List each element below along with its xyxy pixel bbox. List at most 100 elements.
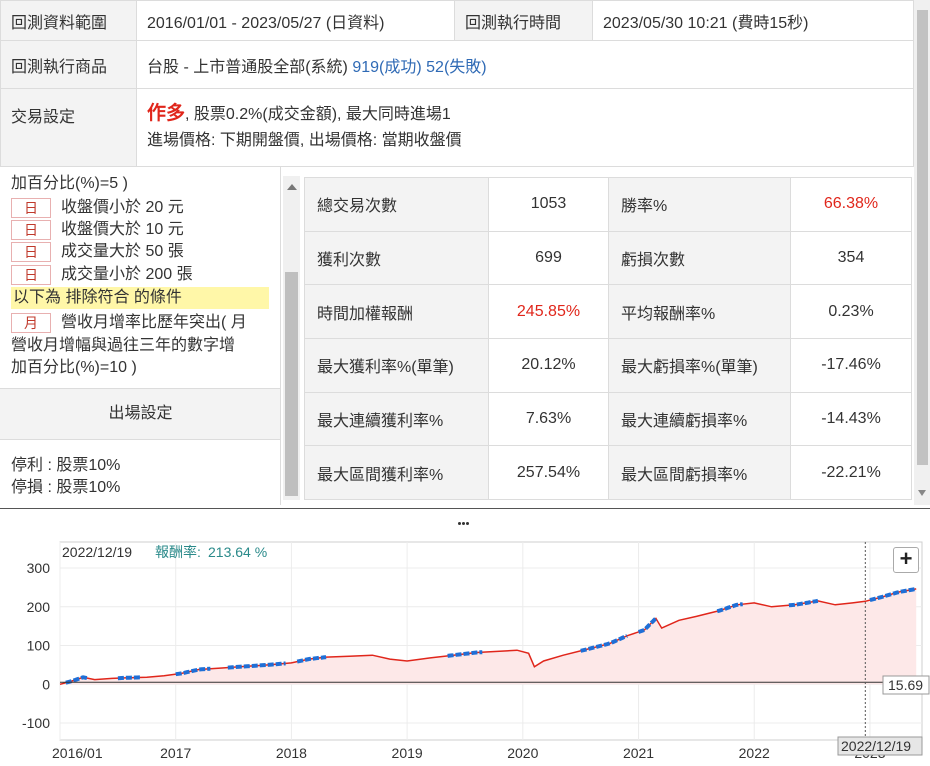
condition-text: 收盤價小於 20 元: [61, 199, 184, 216]
stats-row: 最大區間獲利率% 257.54% 最大區間虧損率% -22.21%: [304, 445, 912, 500]
stat-value: 699: [488, 230, 609, 286]
stat-label: 勝率%: [608, 177, 791, 232]
trade-line2: 進場價格: 下期開盤價, 出場價格: 當期收盤價: [147, 132, 462, 149]
splitter-grip-icon[interactable]: [458, 512, 472, 525]
stat-label: 最大區間獲利率%: [304, 445, 489, 500]
stat-value: 0.23%: [790, 284, 912, 339]
target-value: 台股 - 上市普通股全部(系統): [147, 58, 348, 76]
x-tick-label: 2019: [392, 745, 423, 761]
condition-text: 收盤價大於 10 元: [61, 221, 184, 238]
x-tick-label: 2021: [623, 745, 654, 761]
condition-text: 成交量小於 200 張: [61, 266, 193, 283]
cursor-date-badge: 2022/12/19: [837, 736, 923, 756]
scroll-down-icon[interactable]: [918, 490, 926, 496]
y-tick-label: 0: [42, 676, 50, 692]
condition-item: 日成交量大於 50 張: [11, 241, 184, 263]
range-value: 2016/01/01 - 2023/05/27 (日資料): [136, 0, 455, 41]
highlight-segment: [65, 675, 90, 685]
condition-text: 成交量大於 50 張: [61, 243, 184, 260]
stat-value: -22.21%: [790, 445, 912, 500]
stats-row: 最大獲利率%(單筆) 20.12% 最大虧損率%(單筆) -17.46%: [304, 337, 912, 393]
y-tick-label: -100: [22, 715, 50, 731]
x-tick-label: 2018: [276, 745, 307, 761]
return-area: [60, 588, 917, 685]
conditions-panel: 加百分比(%)=5 ) 日收盤價小於 20 元 日收盤價大於 10 元 日成交量…: [0, 166, 281, 505]
highlight-segment: [447, 650, 483, 658]
trade-line1: , 股票0.2%(成交金額), 最大同時進場1: [185, 106, 451, 123]
y-tick-label: 300: [27, 560, 51, 576]
stat-label: 最大獲利率%(單筆): [304, 337, 489, 393]
stat-label: 最大連續虧損率%: [608, 391, 791, 447]
stat-value: 354: [790, 230, 912, 286]
period-tag: 月: [11, 312, 51, 333]
y-tick-label: 100: [27, 638, 51, 654]
stat-value: 7.63%: [488, 391, 609, 447]
stat-label: 最大連續獲利率%: [304, 391, 489, 447]
highlight-segment: [175, 666, 211, 677]
conditions-scrollbar[interactable]: [283, 176, 300, 500]
stat-value: 245.85%: [488, 284, 609, 339]
exclude-condition-line2: 營收月增幅與過往三年的數字增: [11, 337, 236, 354]
y-axis: 300 200 100 0 -100: [22, 560, 50, 731]
trade-settings-cell: 作多, 股票0.2%(成交金額), 最大同時進場1 進場價格: 下期開盤價, 出…: [136, 88, 914, 167]
stat-value: 66.38%: [790, 177, 912, 232]
stats-row: 總交易次數 1053 勝率% 66.38%: [304, 177, 912, 232]
condition-continuation: 加百分比(%)=5 ): [11, 175, 128, 192]
x-axis: 2016/012017201820192020202120222023: [52, 745, 886, 761]
x-tick-label: 2017: [160, 745, 191, 761]
stats-row: 獲利次數 699 虧損次數 354: [304, 230, 912, 286]
panel-splitter[interactable]: [0, 508, 930, 525]
stop-loss: 停損 : 股票10%: [11, 479, 121, 496]
tooltip: 2022/12/19 報酬率: 213.64 %: [62, 544, 267, 560]
stats-table: 總交易次數 1053 勝率% 66.38% 獲利次數 699 虧損次數 354 時間加權報酬 24…: [304, 177, 912, 500]
stat-label: 總交易次數: [304, 177, 489, 232]
stat-value: -17.46%: [790, 337, 912, 393]
exclude-header: 以下為 排除符合 的條件: [11, 287, 269, 309]
highlight-segment: [788, 598, 819, 608]
x-tick-label: 2016/01: [52, 745, 103, 761]
exclude-condition-line3: 加百分比(%)=10 ): [11, 359, 137, 376]
period-tag: 日: [11, 197, 51, 218]
highlight-segment: [869, 586, 917, 603]
stat-value: 20.12%: [488, 337, 609, 393]
stat-label: 時間加權報酬: [304, 284, 489, 339]
page-scrollbar[interactable]: [914, 0, 930, 505]
period-tag: 日: [11, 264, 51, 285]
stat-label: 最大區間虧損率%: [608, 445, 791, 500]
y-tick-label: 200: [27, 599, 51, 615]
trade-mode: 作多: [147, 103, 186, 124]
stats-row: 時間加權報酬 245.85% 平均報酬率% 0.23%: [304, 284, 912, 339]
exit-settings-header: 出場設定: [0, 388, 280, 440]
highlight-segment: [716, 602, 743, 614]
stop-profit: 停利 : 股票10%: [11, 457, 121, 474]
baseline-value: 15.69: [888, 677, 923, 693]
stat-value: 257.54%: [488, 445, 609, 500]
target-label: 回測執行商品: [0, 40, 137, 89]
zoom-in-button[interactable]: +: [893, 547, 919, 573]
highlight-segments: [65, 586, 917, 685]
return-chart: 300 200 100 0 -100 2016/01 2017 2018 2019 2020 20…: [22, 541, 930, 761]
condition-text: 營收月增率比歷年突出( 月: [61, 314, 247, 331]
highlight-segment: [580, 633, 628, 653]
page-scrollbar-thumb[interactable]: [917, 10, 928, 465]
trade-label: 交易設定: [0, 88, 137, 167]
highlight-segment: [296, 655, 327, 664]
condition-item: 日成交量小於 200 張: [11, 264, 193, 286]
highlight-segment: [117, 675, 141, 681]
tooltip-label: 報酬率:: [155, 544, 201, 560]
x-tick-label: 2022: [739, 745, 770, 761]
stat-label: 平均報酬率%: [608, 284, 791, 339]
target-fail-link[interactable]: 52(失敗): [426, 58, 487, 76]
cursor-date: 2022/12/19: [841, 738, 911, 754]
scroll-up-icon[interactable]: [287, 184, 297, 190]
stat-label: 虧損次數: [608, 230, 791, 286]
baseline-value-badge: 15.69: [882, 675, 930, 695]
stat-label: 獲利次數: [304, 230, 489, 286]
run-time-label: 回測執行時間: [454, 0, 593, 41]
exclude-condition-item: 月營收月增率比歷年突出( 月: [11, 312, 247, 334]
highlight-segment: [637, 616, 658, 634]
run-time-value: 2023/05/30 10:21 (費時15秒): [592, 0, 914, 41]
conditions-scrollbar-thumb[interactable]: [285, 272, 298, 496]
stat-value: 1053: [488, 177, 609, 232]
target-success-link[interactable]: 919(成功): [352, 58, 422, 76]
